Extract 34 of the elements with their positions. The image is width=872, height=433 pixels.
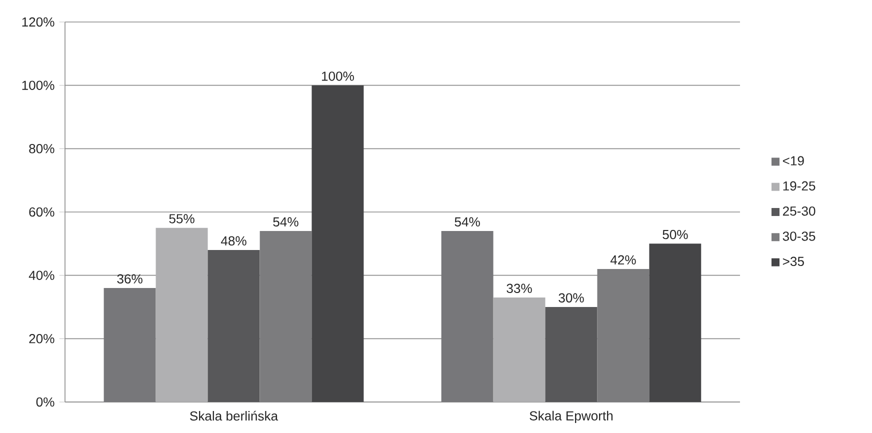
bar (156, 228, 208, 402)
data-label: 54% (454, 217, 480, 227)
legend-label: >35 (782, 256, 804, 266)
bar (545, 307, 598, 402)
y-tick-label: 40% (28, 270, 54, 280)
bar (597, 269, 650, 402)
y-tick-label: 80% (29, 144, 54, 154)
x-tick-label: Skala Epworth (530, 410, 613, 424)
legend-label: 19-25 (783, 181, 816, 191)
y-tick-label: 120% (22, 17, 54, 27)
data-label: 54% (273, 217, 298, 227)
bar (493, 298, 546, 402)
bar (649, 244, 702, 402)
y-tick-label: 20% (29, 334, 54, 344)
x-tick-label: Skala berlińska (190, 410, 278, 421)
data-label: 42% (610, 255, 636, 264)
bar (104, 288, 156, 402)
bar (208, 250, 260, 402)
data-label: 50% (662, 230, 688, 240)
y-tick-label: 100% (22, 80, 54, 90)
bar (441, 231, 494, 402)
legend-label: 25-30 (782, 206, 816, 216)
data-label: 55% (169, 214, 194, 224)
data-label: 100% (322, 72, 354, 81)
data-label: 48% (220, 236, 246, 246)
data-label: 36% (117, 274, 142, 284)
data-label: 30% (558, 293, 584, 303)
bar (312, 85, 364, 402)
data-label: 33% (506, 284, 532, 294)
y-tick-label: 60% (29, 207, 54, 217)
y-tick-label: 0% (36, 397, 54, 407)
legend-label: 30-35 (782, 232, 816, 241)
legend-label: <19 (782, 156, 804, 166)
bar (260, 231, 312, 402)
